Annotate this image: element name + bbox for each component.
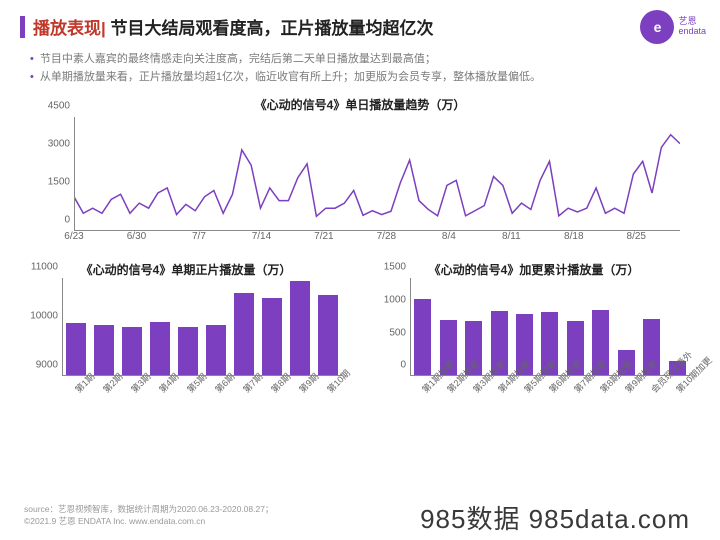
bullet-item: 从单期播放量来看，正片播放量均超1亿次，临近收官有所上升；加更版为会员专享，整体… [30,69,690,87]
y-tick: 1500 [384,262,406,273]
bar-left-title: 《心动的信号4》单期正片播放量（万） [26,261,346,278]
trend-line [74,135,680,217]
logo-en: endata [678,27,706,37]
footer-source: source：艺恩视频智库，数据统计周期为2020.06.23-2020.08.… [24,504,273,516]
title-prefix: 播放表现| [33,19,110,38]
bar-left-yline [62,278,63,376]
x-tick: 7/14 [252,231,271,242]
y-tick: 0 [64,215,70,226]
page-title: 播放表现| 节目大结局观看度高，正片播放量均超亿次 [33,14,433,39]
x-tick: 7/28 [377,231,396,242]
bar-left-plot [62,278,342,376]
header-accent-bar [20,16,25,38]
bar-charts-row: 《心动的信号4》单期正片播放量（万） 90001000011000 第1期第2期… [0,247,720,418]
line-plot-area [74,117,680,231]
bar [150,322,170,376]
logo-text: 艺恩 endata [678,17,706,37]
footer-copyright: ©2021.9 艺恩 ENDATA Inc. www.endata.com.cn [24,516,273,528]
y-tick: 10000 [30,311,58,322]
watermark: 985数据 985data.com [420,499,690,536]
bar-right-y-axis: 050010001500 [374,278,410,376]
bar [290,281,310,377]
y-tick: 11000 [31,262,58,273]
x-tick: 7/7 [192,231,206,242]
bar [122,327,142,376]
bar [206,325,226,376]
bar [178,327,198,376]
header: 播放表现| 节目大结局观看度高，正片播放量均超亿次 [0,0,720,45]
bar-left-x-axis: 第1期第2期第3期第4期第5期第6期第7期第8期第9期第10期 [62,376,342,418]
bar-right-x-axis: 第1期加更第2期加更第3期加更第4期加更第5期加更第6期加更第7期加更第8期加更… [410,376,690,418]
bar-right-yline [410,278,411,376]
x-tick: 8/25 [627,231,646,242]
y-tick: 3000 [48,139,70,150]
x-tick: 6/23 [64,231,83,242]
line-path-svg [74,117,680,231]
logo-badge: e [640,10,674,44]
bar-right-chart: 050010001500 第1期加更第2期加更第3期加更第4期加更第5期加更第6… [374,278,694,418]
line-chart-title: 《心动的信号4》单日播放量趋势（万） [0,96,720,113]
bar [318,295,338,376]
logo: e 艺恩 endata [640,10,706,44]
bar-chart-left: 《心动的信号4》单期正片播放量（万） 9000 10000 11000 第1期第2期… [26,255,346,418]
x-tick: 7/21 [314,231,333,242]
bar [234,293,254,376]
y-tick: 1000 [384,294,406,305]
x-tick: 8/18 [564,231,583,242]
x-tick: 8/4 [442,231,456,242]
bar-left-baseline [62,375,342,376]
footer: source：艺恩视频智库，数据统计周期为2020.06.23-2020.08.… [24,504,273,528]
bar-left-chart: 90001000011000 第1期第2期第3期第4期第5期第6期第7期第8期第… [26,278,346,418]
bar [94,325,114,376]
logo-letter: e [654,20,662,34]
bar-left-y-axis: 90001000011000 [26,278,62,376]
line-chart: 0150030004500 6/236/307/77/147/217/288/4… [40,117,680,247]
y-tick: 500 [389,327,406,338]
bar-right-baseline [410,375,690,376]
bar [414,299,431,376]
bar-right-title: 《心动的信号4》加更累计播放量（万） [374,261,694,278]
title-main: 节目大结局观看度高，正片播放量均超亿次 [110,19,433,38]
y-tick: 9000 [36,360,58,371]
line-y-axis: 0150030004500 [40,117,74,231]
y-tick: 1500 [48,177,70,188]
x-tick: 6/30 [127,231,146,242]
line-y-baseline [74,117,75,231]
bar [66,323,86,376]
bar [262,298,282,376]
bar-chart-right: 《心动的信号4》加更累计播放量（万） 0 500 1000 1500 第1期加更第2期… [374,255,694,418]
line-x-axis: 6/236/307/77/147/217/288/48/118/188/25 [74,231,680,247]
y-tick: 4500 [48,101,70,112]
x-tick: 8/11 [502,231,521,242]
bullet-item: 节目中素人嘉宾的最终情感走向关注度高，完结后第二天单日播放量达到最高值； [30,51,690,69]
bullet-list: 节目中素人嘉宾的最终情感走向关注度高，完结后第二天单日播放量达到最高值； 从单期… [0,45,720,90]
y-tick: 0 [400,360,406,371]
